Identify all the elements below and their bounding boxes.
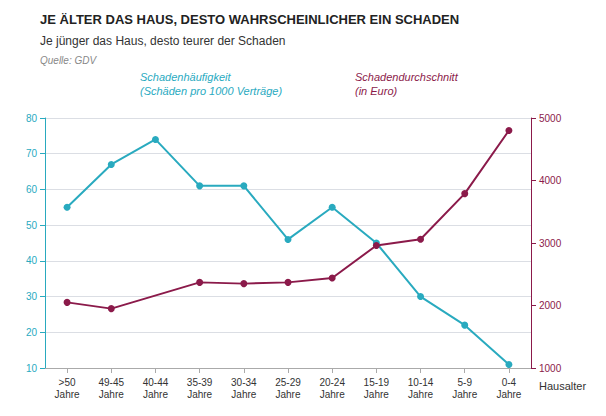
- svg-text:0-4: 0-4: [502, 377, 517, 388]
- svg-text:1000: 1000: [539, 363, 562, 374]
- svg-text:Hausalter: Hausalter: [539, 380, 586, 392]
- svg-text:40-44: 40-44: [143, 377, 169, 388]
- svg-text:Quelle: GDV: Quelle: GDV: [40, 55, 97, 66]
- svg-text:40: 40: [26, 255, 38, 266]
- svg-text:30-34: 30-34: [231, 377, 257, 388]
- svg-text:Jahre: Jahre: [275, 389, 300, 400]
- svg-text:Jahre: Jahre: [231, 389, 256, 400]
- svg-text:50: 50: [26, 220, 38, 231]
- svg-text:80: 80: [26, 113, 38, 124]
- svg-text:Schadenhäufigkeit: Schadenhäufigkeit: [140, 71, 231, 83]
- svg-text:60: 60: [26, 184, 38, 195]
- svg-text:30: 30: [26, 291, 38, 302]
- svg-text:3000: 3000: [539, 238, 562, 249]
- svg-text:Je jünger das Haus, desto teur: Je jünger das Haus, desto teurer der Sch…: [40, 34, 285, 48]
- svg-text:(Schäden pro 1000 Verträge): (Schäden pro 1000 Verträge): [140, 85, 282, 97]
- svg-text:JE ÄLTER DAS HAUS, DESTO WAHRS: JE ÄLTER DAS HAUS, DESTO WAHRSCHEINLICHE…: [40, 12, 459, 27]
- svg-text:10-14: 10-14: [408, 377, 434, 388]
- svg-text:Jahre: Jahre: [99, 389, 124, 400]
- svg-text:4000: 4000: [539, 175, 562, 186]
- svg-text:>50: >50: [59, 377, 76, 388]
- svg-text:(in Euro): (in Euro): [355, 85, 398, 97]
- svg-text:5000: 5000: [539, 113, 562, 124]
- svg-text:Jahre: Jahre: [143, 389, 168, 400]
- svg-text:10: 10: [26, 363, 38, 374]
- svg-text:25-29: 25-29: [275, 377, 301, 388]
- svg-text:Schadendurchschnitt: Schadendurchschnitt: [355, 71, 459, 83]
- svg-text:70: 70: [26, 148, 38, 159]
- svg-text:49-45: 49-45: [98, 377, 124, 388]
- svg-text:2000: 2000: [539, 300, 562, 311]
- svg-text:15-19: 15-19: [364, 377, 390, 388]
- svg-text:Jahre: Jahre: [408, 389, 433, 400]
- svg-text:20: 20: [26, 327, 38, 338]
- svg-text:Jahre: Jahre: [452, 389, 477, 400]
- svg-text:Jahre: Jahre: [187, 389, 212, 400]
- svg-text:Jahre: Jahre: [55, 389, 80, 400]
- svg-text:5-9: 5-9: [458, 377, 473, 388]
- svg-text:Jahre: Jahre: [364, 389, 389, 400]
- svg-text:Jahre: Jahre: [496, 389, 521, 400]
- svg-text:Jahre: Jahre: [320, 389, 345, 400]
- svg-text:20-24: 20-24: [319, 377, 345, 388]
- svg-text:35-39: 35-39: [187, 377, 213, 388]
